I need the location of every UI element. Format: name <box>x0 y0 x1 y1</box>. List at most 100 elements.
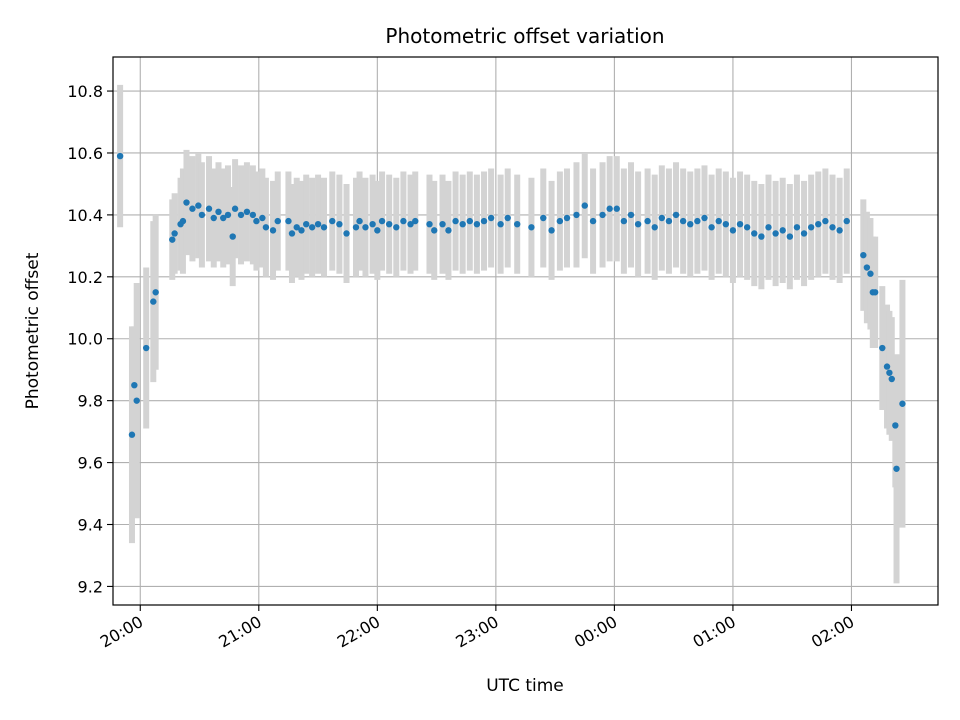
data-point <box>892 422 899 429</box>
data-point <box>343 230 350 237</box>
data-point <box>893 465 900 472</box>
data-point <box>131 381 138 389</box>
data-point <box>729 227 737 234</box>
data-point <box>142 344 150 352</box>
data-point <box>843 217 850 225</box>
data-point <box>374 227 381 234</box>
data-point <box>189 205 196 212</box>
data-point <box>298 227 305 234</box>
data-point <box>899 400 906 407</box>
data-point <box>243 208 251 216</box>
data-point <box>627 211 635 219</box>
data-point <box>528 224 535 231</box>
data-point <box>860 251 867 259</box>
data-point <box>736 220 744 228</box>
x-tick-label: 01:00 <box>690 612 739 652</box>
data-point <box>651 224 658 231</box>
data-point <box>439 220 446 228</box>
data-point <box>385 220 393 228</box>
data-point <box>407 220 414 228</box>
data-point <box>679 217 687 225</box>
data-point <box>779 227 786 234</box>
data-point <box>620 217 628 225</box>
data-point <box>548 227 555 234</box>
y-axis-title: Photometric offset <box>23 252 43 409</box>
data-point <box>606 205 613 212</box>
data-point <box>285 217 292 225</box>
y-tick-label: 9.4 <box>78 516 103 535</box>
y-tick-label: 9.6 <box>78 454 103 473</box>
y-tick-label: 10.2 <box>67 268 103 287</box>
data-point <box>722 220 730 228</box>
data-point <box>369 220 376 228</box>
data-point <box>274 217 281 225</box>
data-point <box>237 211 245 219</box>
data-point <box>589 217 597 225</box>
data-point <box>269 227 277 234</box>
data-point <box>871 289 879 296</box>
data-point <box>687 220 694 228</box>
data-point <box>171 230 178 237</box>
data-point <box>198 211 206 219</box>
data-point <box>426 220 433 228</box>
data-point <box>466 217 473 225</box>
y-tick-label: 9.2 <box>78 577 103 596</box>
data-point <box>116 152 124 160</box>
data-point <box>412 217 419 225</box>
data-point <box>815 220 822 228</box>
data-point <box>613 205 620 212</box>
errorbar-layer <box>117 84 906 584</box>
y-tick-label: 10.8 <box>67 82 103 101</box>
data-point <box>215 208 222 216</box>
data-point <box>708 224 715 231</box>
data-point <box>205 205 213 212</box>
x-axis-ticks: 20:00 21:00 22:00 23:00 00:00 01:00 02:00 <box>97 605 857 652</box>
data-point <box>262 224 270 231</box>
data-point <box>259 214 266 222</box>
data-point <box>715 217 722 225</box>
data-point <box>793 224 801 231</box>
data-point <box>210 214 217 222</box>
data-point <box>822 217 829 225</box>
data-point <box>487 214 495 222</box>
data-point <box>644 217 651 225</box>
grid-layer <box>113 57 938 605</box>
x-tick-label: 02:00 <box>808 612 857 652</box>
data-point <box>336 220 343 228</box>
y-axis-ticks: 9.2 9.4 9.6 9.8 10.0 10.2 10.4 10.6 10.8 <box>67 82 113 596</box>
data-point <box>807 224 815 231</box>
data-point <box>179 217 187 225</box>
data-point <box>751 230 758 237</box>
data-point <box>556 217 564 225</box>
data-point <box>743 224 751 231</box>
data-point <box>288 230 296 237</box>
data-point <box>581 202 588 209</box>
data-point <box>765 224 772 231</box>
data-point <box>879 344 886 352</box>
data-point <box>133 397 140 404</box>
data-point <box>150 298 157 305</box>
data-point <box>497 220 504 228</box>
data-point <box>249 211 257 219</box>
data-point <box>473 220 481 228</box>
data-point <box>658 214 666 222</box>
data-point <box>308 224 316 231</box>
x-tick-label: 22:00 <box>334 612 383 652</box>
data-point <box>400 217 407 225</box>
data-point <box>293 224 300 231</box>
data-point <box>229 233 236 240</box>
x-axis-title: UTC time <box>486 676 564 696</box>
data-point <box>314 220 322 228</box>
data-point <box>183 199 190 206</box>
data-point <box>452 217 459 225</box>
x-tick-label: 20:00 <box>97 612 146 652</box>
data-point <box>195 202 202 209</box>
data-point <box>786 233 794 240</box>
data-point <box>224 211 232 219</box>
data-point <box>867 270 874 277</box>
y-tick-label: 10.0 <box>67 330 103 349</box>
y-tick-label: 10.4 <box>67 206 103 225</box>
data-point <box>888 375 895 383</box>
data-point <box>303 220 310 228</box>
data-point <box>665 217 673 225</box>
